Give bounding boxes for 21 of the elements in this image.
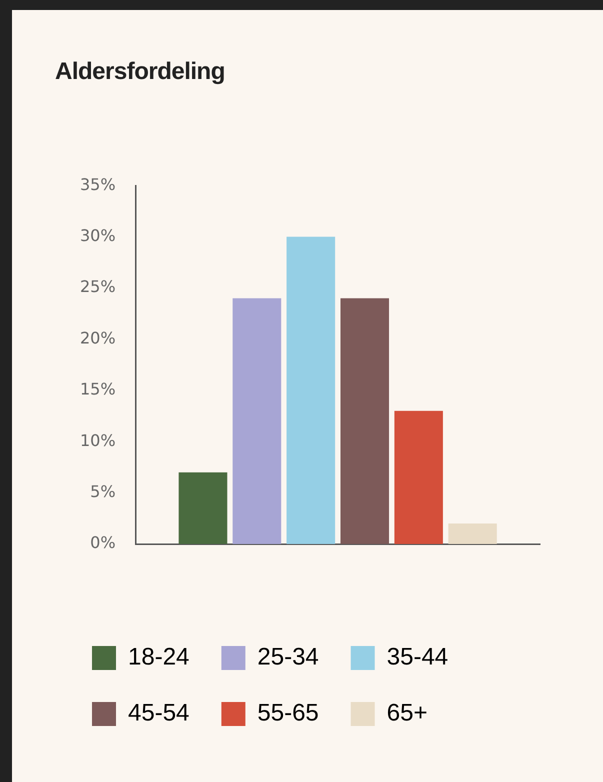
bar — [394, 410, 443, 544]
y-tick-label: 15% — [80, 380, 116, 399]
bar — [286, 236, 336, 544]
y-tick-label: 20% — [80, 328, 116, 348]
bar — [178, 472, 228, 544]
y-tick-label: 5% — [90, 482, 116, 501]
y-tick-label: 25% — [80, 277, 116, 296]
legend-label: 18-24 — [128, 644, 190, 671]
y-tick-label: 10% — [80, 430, 116, 450]
y-tick-label: 35% — [80, 174, 116, 194]
legend-label: 45-54 — [128, 700, 190, 727]
y-tick-label: 0% — [90, 533, 116, 552]
chart-title: Aldersfordeling — [55, 58, 225, 86]
y-tick-label: 30% — [80, 226, 116, 245]
bar — [340, 298, 390, 544]
legend-label: 35-44 — [386, 644, 448, 671]
legend-label: 25-34 — [257, 644, 319, 671]
bar — [448, 524, 497, 544]
legend-label: 55-65 — [257, 700, 319, 727]
bar — [232, 298, 282, 544]
legend-label: 65+ — [386, 700, 428, 727]
